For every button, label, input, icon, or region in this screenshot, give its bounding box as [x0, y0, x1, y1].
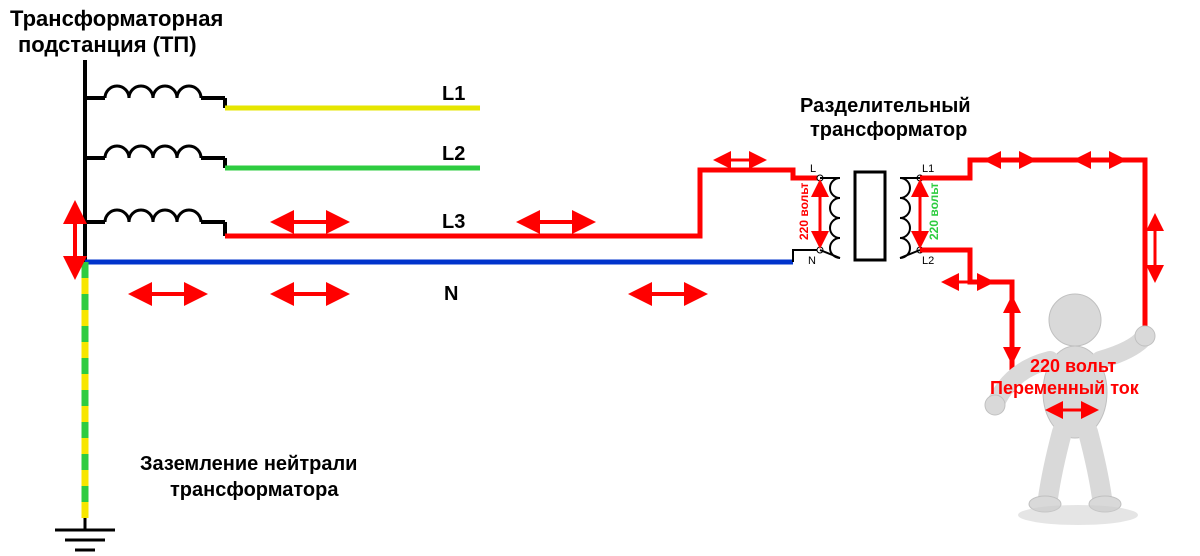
sec-voltage: 220 вольт	[927, 182, 941, 240]
coil-l1	[105, 86, 201, 98]
ground-label-1: Заземление нейтрали	[140, 453, 357, 475]
ground-label-2: трансформатора	[170, 479, 339, 501]
coil-l3	[105, 210, 201, 222]
substation-title-line1: Трансформаторная	[10, 6, 223, 31]
coil-l2	[105, 146, 201, 158]
iso-title-2: трансформатор	[810, 119, 967, 141]
person-voltage: 220 вольт	[1030, 356, 1116, 376]
prim-top: L	[810, 163, 816, 175]
person-current: Переменный ток	[990, 378, 1140, 398]
isolating-transformer: Разделительный трансформатор L N L1 L2 2…	[797, 95, 971, 267]
substation-title-line2: подстанция (ТП)	[18, 32, 197, 57]
prim-voltage: 220 вольт	[797, 182, 811, 240]
iso-title-1: Разделительный	[800, 95, 971, 117]
sec-bot: L2	[922, 255, 934, 267]
sec-top: L1	[922, 163, 934, 175]
prim-bot: N	[808, 255, 816, 267]
label-l2: L2	[442, 143, 465, 165]
label-l1: L1	[442, 83, 465, 105]
ground-symbol	[55, 518, 115, 550]
line-l3	[225, 170, 820, 236]
label-l3: L3	[442, 211, 465, 233]
label-n: N	[444, 283, 458, 305]
